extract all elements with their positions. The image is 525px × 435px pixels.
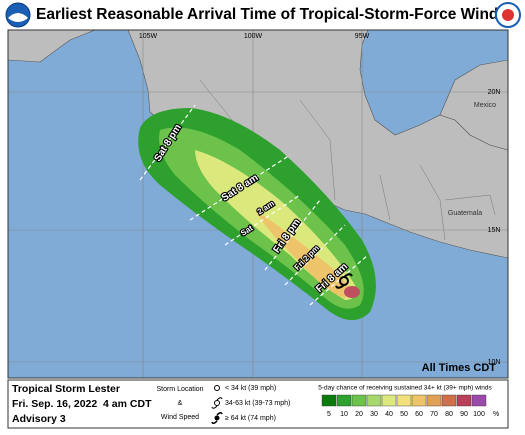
place-label: Mexico [474, 102, 496, 109]
scale-swatch [381, 394, 397, 407]
lon-label: 105W [139, 33, 158, 40]
symbol-depression [214, 385, 220, 391]
swath-90 [344, 286, 360, 298]
scale-label: 30 [370, 411, 378, 418]
title: Earliest Reasonable Arrival Time of Trop… [36, 6, 507, 23]
advisory-date: Fri. Sep. 16, 2022 4 am CDT [12, 398, 152, 410]
lon-label: 100W [244, 33, 263, 40]
symbol-label: < 34 kt (39 mph) [225, 385, 276, 392]
nws-logo-center [502, 9, 514, 21]
scale-label: 90 [460, 411, 468, 418]
scale-swatch [321, 394, 337, 407]
legend-label: Wind Speed [161, 414, 199, 421]
advisory-number: Advisory 3 [12, 413, 66, 425]
legend-label: Storm Location [156, 386, 203, 393]
symbol-hurricane [211, 411, 223, 425]
symbol-label: ≥ 64 kt (74 mph) [225, 415, 276, 422]
lat-label: 20N [488, 89, 501, 96]
scale-label: 60 [415, 411, 423, 418]
map: Sat 8 pm Sat 8 am Sat 2 am Fri 8 pm Fri … [8, 30, 508, 378]
yucatan [439, 59, 508, 151]
scale-label: 5 [327, 411, 331, 418]
legend-label: & [178, 400, 183, 407]
scale-label: 70 [430, 411, 438, 418]
scale-label: 50 [400, 411, 408, 418]
scale-swatch [336, 394, 352, 407]
scale-label: 80 [445, 411, 453, 418]
scale-label: 100 [473, 411, 485, 418]
storm-symbol [335, 273, 353, 289]
scale-unit: % [493, 411, 499, 418]
scale-swatch [426, 394, 442, 407]
scale-swatch [351, 394, 367, 407]
time-lines [139, 104, 369, 306]
scale-swatch [456, 394, 472, 407]
scale-swatch [471, 394, 487, 407]
lat-label: 15N [488, 227, 501, 234]
lon-label: 95W [355, 33, 370, 40]
scale-swatch [396, 394, 412, 407]
symbol-label: 34-63 kt (39-73 mph) [225, 400, 290, 407]
scale-swatch [411, 394, 427, 407]
scale-label: 40 [385, 411, 393, 418]
scale-label: 20 [355, 411, 363, 418]
lat-label: 10N [488, 359, 501, 366]
storm-name: Tropical Storm Lester [12, 383, 120, 395]
swath-60 [255, 210, 349, 298]
time-note: All Times CDT [422, 362, 497, 374]
baja [8, 30, 96, 63]
noaa-logo-bird [8, 13, 28, 22]
symbol-storm [211, 397, 223, 409]
scale-label: 10 [340, 411, 348, 418]
scale-swatch [441, 394, 457, 407]
scale-swatch [366, 394, 382, 407]
scale-title: 5-day chance of receiving sustained 34+ … [318, 385, 492, 392]
map-frame [7, 29, 509, 379]
place-label: Guatemala [448, 210, 482, 217]
